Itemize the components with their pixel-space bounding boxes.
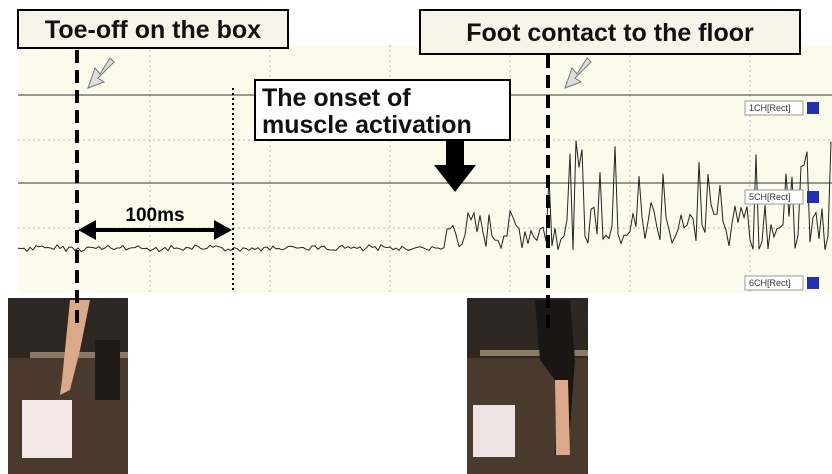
- figure-canvas: 1CH[Rect] 5CH[Rect] 6CH[Rect] 100ms Toe-…: [0, 0, 832, 474]
- channel-label: 6CH[Rect]: [749, 278, 791, 288]
- channel-label: 1CH[Rect]: [749, 103, 791, 113]
- onset-label: muscle activation: [262, 111, 472, 139]
- channel-label: 5CH[Rect]: [749, 192, 791, 202]
- photo-foot-contact: [467, 298, 588, 474]
- foot-contact-label: Foot contact to the floor: [466, 19, 754, 47]
- onset-label: The onset of: [262, 84, 411, 112]
- interval-label: 100ms: [125, 205, 184, 226]
- photo-toe-off: [8, 298, 128, 474]
- figure: 1CH[Rect] 5CH[Rect] 6CH[Rect] 100ms Toe-…: [0, 0, 832, 474]
- toe-off-label: Toe-off on the box: [45, 16, 261, 44]
